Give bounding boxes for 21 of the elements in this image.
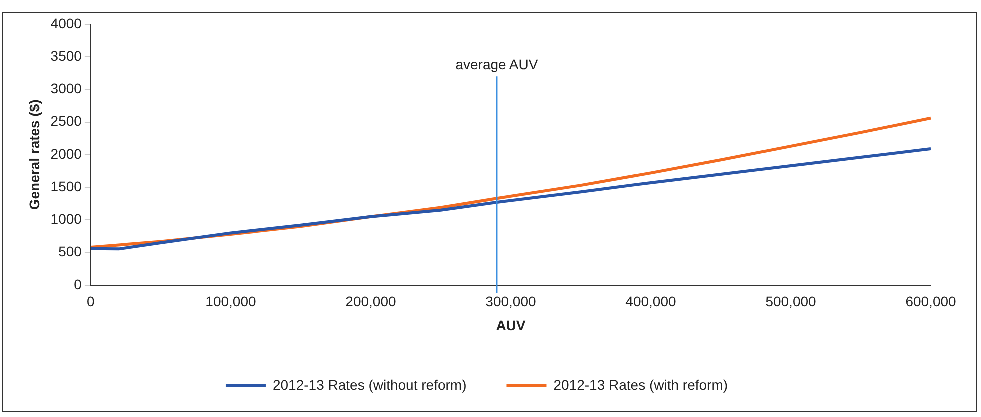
x-tick-label: 300,000 bbox=[486, 294, 536, 310]
y-tick-label: 2000 bbox=[50, 146, 82, 162]
x-tick-label: 500,000 bbox=[766, 294, 817, 310]
y-tick-label: 3000 bbox=[50, 80, 82, 97]
x-tick-label: 400,000 bbox=[626, 294, 676, 310]
y-tick-label: 500 bbox=[58, 244, 82, 260]
x-tick-label: 100,000 bbox=[206, 294, 256, 310]
ref-line-label: average AUV bbox=[456, 56, 539, 72]
x-axis-title: AUV bbox=[496, 317, 526, 334]
legend-label: 2012-13 Rates (with reform) bbox=[554, 376, 728, 393]
y-tick-label: 3500 bbox=[50, 48, 82, 64]
y-axis-title: General rates ($) bbox=[26, 100, 42, 210]
y-tick-label: 1000 bbox=[50, 211, 82, 228]
y-tick-label: 4000 bbox=[50, 15, 82, 32]
x-tick-label: 600,000 bbox=[906, 294, 957, 310]
y-tick-label: 0 bbox=[74, 276, 82, 292]
legend-label: 2012-13 Rates (without reform) bbox=[272, 376, 467, 393]
y-tick-label: 2500 bbox=[50, 113, 82, 130]
x-tick-label: 200,000 bbox=[346, 294, 396, 310]
x-tick-label: 0 bbox=[87, 294, 96, 310]
y-tick-label: 1500 bbox=[50, 178, 82, 194]
